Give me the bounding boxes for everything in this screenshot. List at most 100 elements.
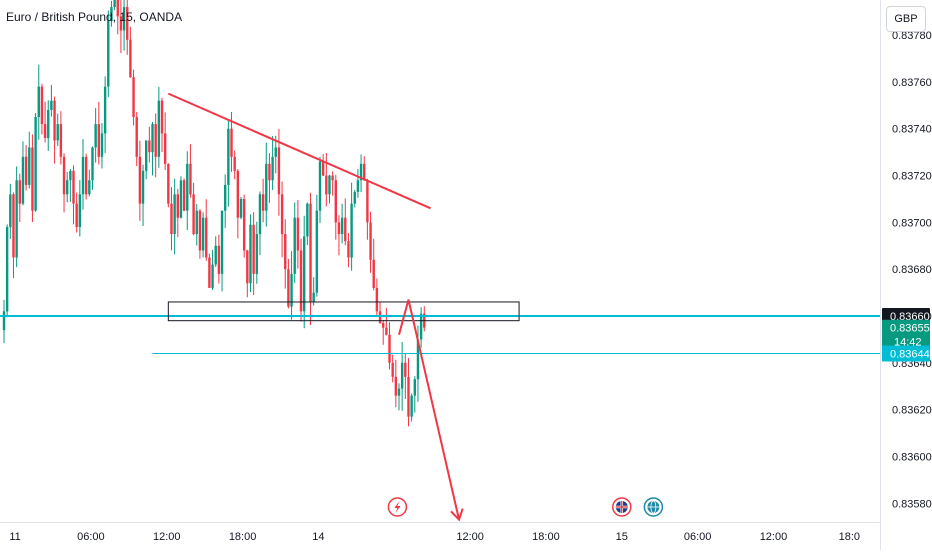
x-tick-label: 12:00 [153, 531, 181, 543]
candle-body [277, 147, 281, 195]
candle-body [359, 163, 363, 181]
candle-body [160, 100, 164, 134]
candle-body [145, 140, 148, 171]
projection-path[interactable] [398, 299, 461, 520]
x-tick-label: 06:00 [77, 531, 105, 543]
candle-body [299, 250, 303, 312]
candle-body [274, 147, 277, 157]
candle-body [173, 194, 176, 235]
candle-body [315, 210, 319, 293]
descending-trendline[interactable] [167, 92, 432, 210]
candle-body [94, 124, 97, 148]
candle-body [78, 194, 82, 228]
candle-body [110, 7, 113, 22]
candle-body [189, 163, 192, 195]
y-tick-label: 0.83720 [892, 171, 932, 183]
candle-body [290, 273, 293, 307]
candle-body [287, 269, 290, 307]
candle-body [119, 16, 123, 31]
candle-body [239, 198, 243, 218]
supply-zone-rect[interactable] [167, 301, 520, 322]
candle-body [331, 175, 334, 181]
candle-body [9, 194, 12, 228]
candle-body [122, 7, 126, 31]
candle-body [350, 203, 353, 258]
candle-body [217, 245, 221, 274]
candle-body [201, 217, 205, 251]
candle-body [59, 124, 63, 157]
candle-body [163, 133, 167, 164]
candle-body [24, 156, 28, 185]
candle-body [280, 194, 284, 235]
price-badge[interactable] [882, 319, 930, 350]
candle-body [141, 170, 145, 204]
candle-body [53, 100, 56, 141]
candle-body [50, 100, 53, 111]
candle-body [378, 311, 382, 324]
candle-body [410, 395, 413, 417]
candle-body [233, 156, 236, 171]
candle-body [261, 194, 265, 211]
candle-body [363, 163, 366, 181]
candle-body [40, 86, 44, 125]
candle-body [344, 217, 347, 242]
x-tick-label: 12:00 [760, 531, 788, 543]
x-tick-label: 18:00 [229, 531, 257, 543]
candle-body [268, 163, 271, 181]
candle-body [72, 170, 75, 204]
candle-body [372, 259, 375, 288]
candle-body [91, 147, 94, 181]
x-tick-label: 18:0 [839, 531, 860, 543]
candle-body [195, 210, 198, 235]
candle-body [12, 194, 15, 258]
candle-body [224, 184, 227, 211]
candle-body [325, 175, 328, 195]
candle-body [2, 311, 6, 331]
candle-body [18, 180, 21, 204]
candle-body [103, 86, 107, 134]
candle-body [43, 124, 47, 139]
candle-body [138, 156, 142, 204]
candle-body [318, 161, 322, 211]
y-tick-label: 0.83740 [892, 124, 932, 136]
candle-body [66, 180, 69, 195]
candle-body [116, 0, 119, 17]
candle-body [382, 323, 385, 328]
x-tick-label: 12:00 [456, 531, 484, 543]
candle-body [252, 224, 255, 274]
x-tick-label: 15 [616, 531, 628, 543]
candle-body [416, 339, 420, 380]
lightning-glyph [394, 501, 401, 513]
candle-body [366, 180, 369, 223]
candle-body [88, 180, 91, 195]
candle-body [271, 156, 274, 181]
candle-body [242, 198, 246, 251]
candle-body [69, 170, 72, 181]
candle-body [340, 217, 344, 235]
candle-body [192, 194, 195, 235]
candle-body [309, 203, 312, 302]
candle-body [198, 210, 202, 251]
x-tick-label: 18:00 [532, 531, 560, 543]
candle-body [236, 170, 240, 218]
candle-body [170, 203, 173, 235]
candle-body [126, 7, 129, 40]
candle-body [230, 128, 233, 157]
candle-body [151, 124, 154, 153]
candle-body [167, 163, 170, 204]
candle-body [397, 388, 401, 396]
candle-body [186, 163, 189, 211]
candle-body [154, 124, 157, 157]
candle-body [328, 175, 331, 195]
candle-body [356, 180, 360, 192]
x-tick-label: 06:00 [684, 531, 712, 543]
candle-body [321, 161, 325, 176]
price-badge[interactable] [882, 345, 930, 362]
candle-body [312, 292, 315, 302]
candle-body [400, 362, 404, 389]
candle-body [249, 224, 252, 284]
currency-button[interactable]: GBP [886, 6, 926, 32]
candle-body [56, 124, 59, 141]
